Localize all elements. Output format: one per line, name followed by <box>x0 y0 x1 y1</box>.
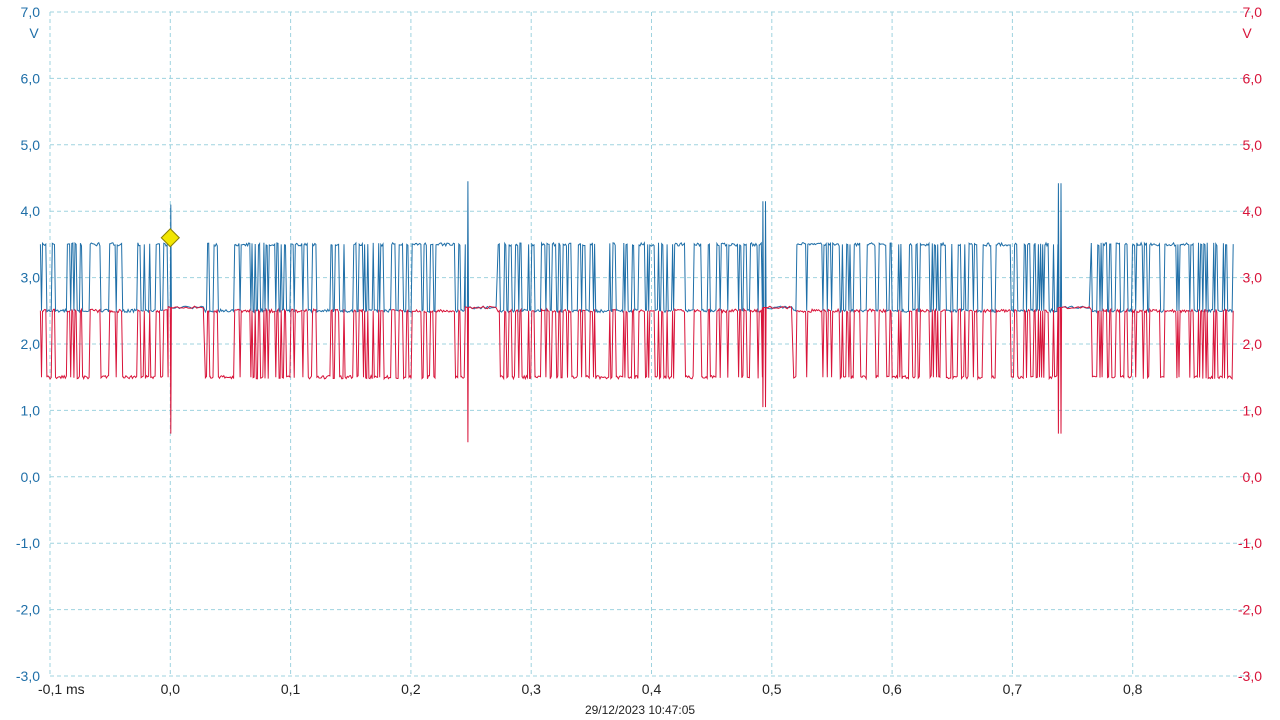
y-tick-left: 2,0 <box>21 336 41 352</box>
y-unit-right: V <box>1242 25 1252 41</box>
x-tick: 0,7 <box>1003 681 1023 697</box>
x-tick: 0,6 <box>882 681 902 697</box>
y-tick-right: 0,0 <box>1243 469 1263 485</box>
traces <box>39 181 1234 443</box>
trace-channel-2 <box>39 305 1234 443</box>
x-tick: 0,8 <box>1123 681 1143 697</box>
y-tick-left: 0,0 <box>21 469 41 485</box>
y-tick-right: 5,0 <box>1243 137 1263 153</box>
y-tick-right: -2,0 <box>1238 602 1262 618</box>
y-tick-right: -3,0 <box>1238 668 1262 684</box>
x-tick: 0,3 <box>521 681 541 697</box>
y-tick-right: 4,0 <box>1243 203 1263 219</box>
y-tick-left: -1,0 <box>16 535 40 551</box>
y-tick-left: 7,0 <box>21 4 41 20</box>
x-tick: -0,1 ms <box>38 681 85 697</box>
x-tick: 0,4 <box>642 681 662 697</box>
trigger-marker[interactable] <box>160 228 181 248</box>
y-tick-right: 7,0 <box>1243 4 1263 20</box>
y-tick-right: 1,0 <box>1243 402 1263 418</box>
y-tick-left: 6,0 <box>21 70 41 86</box>
y-tick-left: -3,0 <box>16 668 40 684</box>
timestamp: 29/12/2023 10:47:05 <box>585 703 695 717</box>
y-tick-left: 3,0 <box>21 270 41 286</box>
trace-channel-1 <box>39 181 1234 314</box>
x-tick: 0,1 <box>281 681 301 697</box>
y-tick-left: -2,0 <box>16 602 40 618</box>
grid-lines <box>49 11 1253 677</box>
tick-labels: 7,0 7,0 6,0 6,0 5,0 5,0 4,0 4,0 3,0 3,0 2,0 2,0 1,0 1… <box>16 4 1262 697</box>
x-tick: 0,5 <box>762 681 782 697</box>
y-tick-left: 4,0 <box>21 203 41 219</box>
x-tick: 0,2 <box>401 681 421 697</box>
y-tick-right: 6,0 <box>1243 70 1263 86</box>
y-tick-left: 1,0 <box>21 402 41 418</box>
y-tick-right: 3,0 <box>1243 270 1263 286</box>
y-tick-right: 2,0 <box>1243 336 1263 352</box>
y-tick-right: -1,0 <box>1238 535 1262 551</box>
y-tick-left: 5,0 <box>21 137 41 153</box>
y-unit-left: V <box>29 25 39 41</box>
x-tick: 0,0 <box>161 681 181 697</box>
